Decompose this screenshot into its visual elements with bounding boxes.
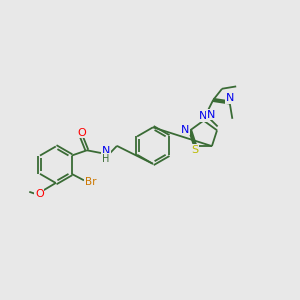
- Text: O: O: [77, 128, 86, 138]
- Text: N: N: [226, 93, 234, 103]
- Text: S: S: [191, 145, 198, 155]
- Text: O: O: [35, 189, 44, 199]
- Text: H: H: [102, 154, 110, 164]
- Text: N: N: [207, 110, 215, 120]
- Text: N: N: [102, 146, 110, 157]
- Text: N: N: [199, 111, 207, 122]
- Text: N: N: [181, 125, 190, 135]
- Text: Br: Br: [85, 177, 96, 187]
